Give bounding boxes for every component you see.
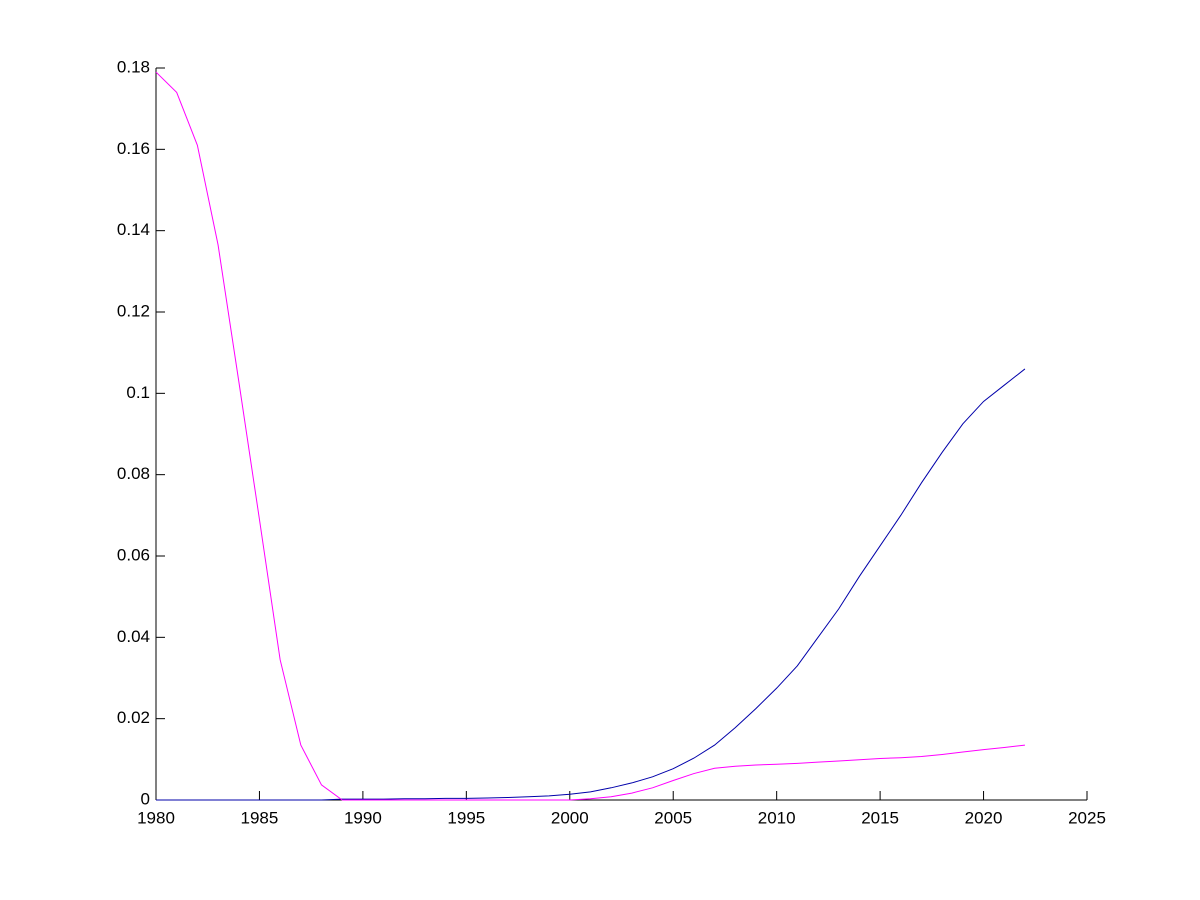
y-tick-label: 0.1 — [126, 383, 150, 402]
x-tick-label: 2010 — [758, 808, 796, 827]
y-tick-label: 0.08 — [117, 464, 150, 483]
y-tick-label: 0.16 — [117, 139, 150, 158]
y-tick-label: 0.14 — [117, 220, 150, 239]
y-tick-label: 0.18 — [117, 57, 150, 76]
x-tick-label: 2025 — [1068, 808, 1106, 827]
x-tick-label: 1995 — [447, 808, 485, 827]
y-tick-label: 0 — [141, 789, 150, 808]
x-tick-label: 1985 — [241, 808, 279, 827]
y-tick-label: 0.02 — [117, 708, 150, 727]
y-tick-label: 0.06 — [117, 545, 150, 564]
x-tick-label: 2000 — [551, 808, 589, 827]
line — [156, 368, 1026, 801]
x-tick-label: 1980 — [137, 808, 175, 827]
y-tick-label: 0.04 — [117, 627, 150, 646]
y-tick-label: 0.12 — [117, 301, 150, 320]
x-tick-label: 2015 — [861, 808, 899, 827]
x-tick-label: 2005 — [654, 808, 692, 827]
x-tick-label: 1990 — [344, 808, 382, 827]
line — [155, 71, 1025, 801]
x-tick-label: 2020 — [965, 808, 1003, 827]
